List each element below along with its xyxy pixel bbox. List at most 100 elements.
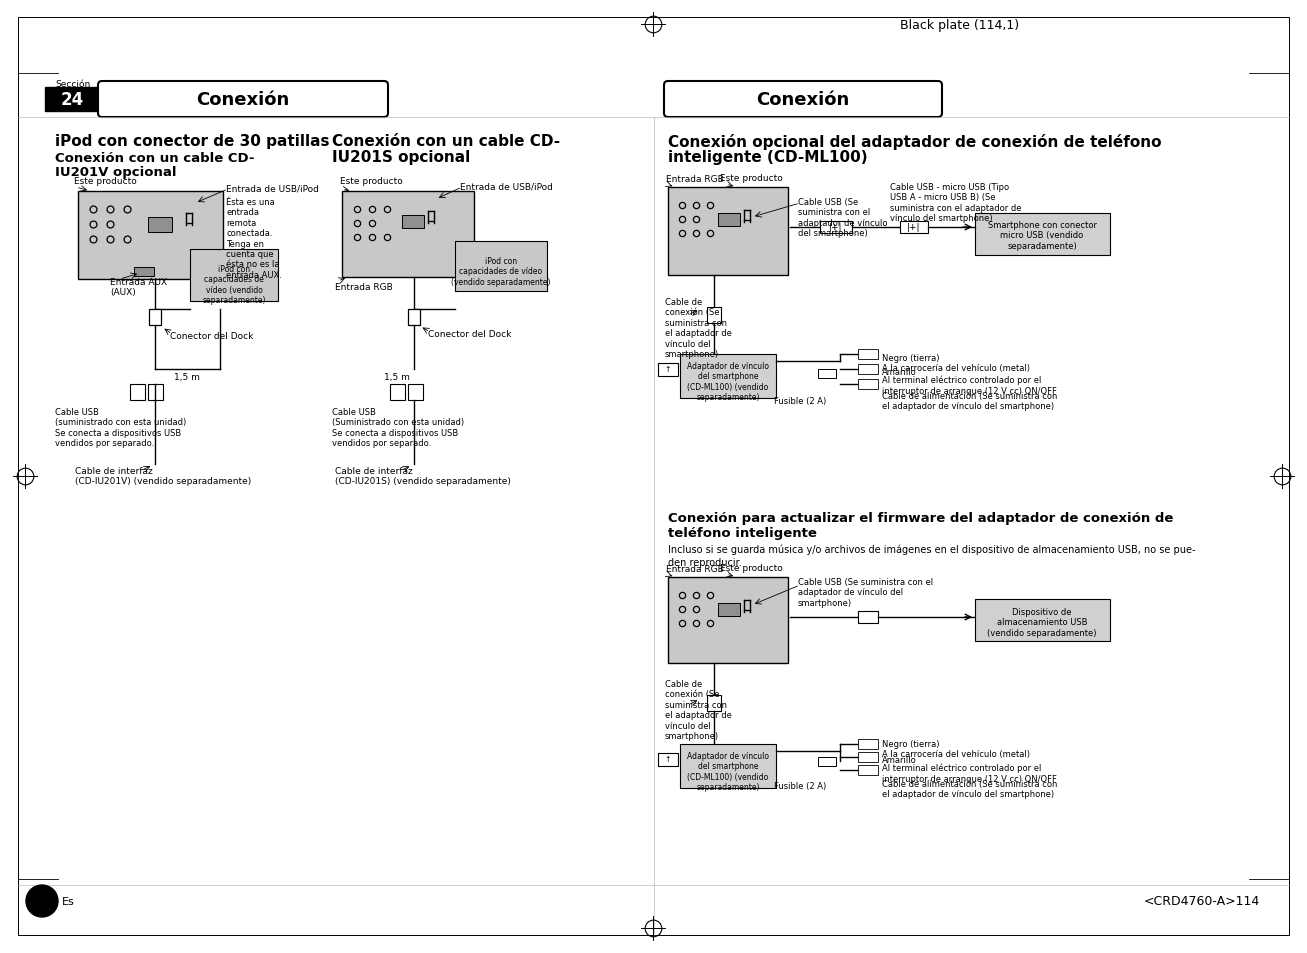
FancyBboxPatch shape (718, 603, 740, 617)
Text: Cable de alimentación (Se suministra con
el adaptador de vínculo del smartphone): Cable de alimentación (Se suministra con… (882, 392, 1057, 411)
Text: |+|: |+| (829, 223, 843, 233)
Text: Cable USB
(Suministrado con esta unidad)
Se conecta a dispositivos USB
vendidos : Cable USB (Suministrado con esta unidad)… (332, 408, 464, 448)
Text: Conexión: Conexión (196, 91, 290, 109)
FancyBboxPatch shape (975, 599, 1110, 641)
Text: Fusible (2 A): Fusible (2 A) (774, 781, 826, 790)
Text: Cable USB - micro USB (Tipo
USB A - micro USB B) (Se
suministra con el adaptador: Cable USB - micro USB (Tipo USB A - micr… (890, 183, 1022, 223)
FancyBboxPatch shape (129, 385, 145, 400)
Text: <CRD4760-A>114: <CRD4760-A>114 (1144, 895, 1260, 907)
Text: IU201V opcional: IU201V opcional (55, 166, 176, 179)
FancyBboxPatch shape (857, 765, 878, 775)
FancyBboxPatch shape (149, 310, 161, 326)
Text: Black plate (114,1): Black plate (114,1) (901, 19, 1019, 32)
FancyBboxPatch shape (98, 82, 388, 118)
FancyBboxPatch shape (857, 612, 878, 623)
Text: Entrada de USB/iPod: Entrada de USB/iPod (460, 182, 553, 191)
FancyBboxPatch shape (857, 379, 878, 390)
FancyBboxPatch shape (403, 215, 423, 229)
Text: Conexión con un cable CD-: Conexión con un cable CD- (55, 152, 255, 165)
Text: Amarillo: Amarillo (882, 755, 916, 764)
FancyBboxPatch shape (44, 88, 99, 112)
Text: Cable de alimentación (Se suministra con
el adaptador de vínculo del smartphone): Cable de alimentación (Se suministra con… (882, 780, 1057, 799)
Text: ↑: ↑ (665, 755, 672, 763)
Text: Entrada RGB: Entrada RGB (667, 564, 724, 574)
Text: Conector del Dock: Conector del Dock (427, 330, 511, 338)
FancyBboxPatch shape (975, 213, 1110, 255)
FancyBboxPatch shape (657, 364, 678, 376)
Text: den reproducir.: den reproducir. (668, 558, 742, 567)
Text: Este producto: Este producto (340, 177, 403, 186)
Text: Cable de interfaz
(CD-IU201V) (vendido separadamente): Cable de interfaz (CD-IU201V) (vendido s… (74, 467, 251, 486)
Text: ↑: ↑ (665, 365, 672, 375)
Text: iPod con
capacidades de
vídeo (vendido
separadamente): iPod con capacidades de vídeo (vendido s… (203, 265, 265, 305)
Text: Al terminal eléctrico controlado por el
interruptor de arranque (12 V cc) ON/OFF: Al terminal eléctrico controlado por el … (882, 375, 1057, 395)
Text: Entrada AUX
(AUX): Entrada AUX (AUX) (110, 277, 167, 297)
FancyBboxPatch shape (857, 752, 878, 762)
Text: 1,5 m: 1,5 m (384, 373, 410, 381)
FancyBboxPatch shape (135, 268, 154, 276)
FancyBboxPatch shape (818, 758, 836, 766)
Text: 114: 114 (30, 896, 54, 906)
Text: Conexión opcional del adaptador de conexión de teléfono: Conexión opcional del adaptador de conex… (668, 133, 1162, 150)
Text: iPod con
capacidades de vídeo
(vendido separadamente): iPod con capacidades de vídeo (vendido s… (451, 256, 550, 287)
Text: Amarillo: Amarillo (882, 368, 916, 376)
FancyBboxPatch shape (78, 192, 223, 280)
Text: 1,5 m: 1,5 m (174, 373, 200, 381)
Text: inteligente (CD-ML100): inteligente (CD-ML100) (668, 150, 868, 165)
Text: iPod con conector de 30 patillas: iPod con conector de 30 patillas (55, 133, 329, 149)
Text: Cable USB
(suministrado con esta unidad)
Se conecta a dispositivos USB
vendidos : Cable USB (suministrado con esta unidad)… (55, 408, 187, 448)
Text: Smartphone con conector
micro USB (vendido
separadamente): Smartphone con conector micro USB (vendi… (988, 221, 1097, 251)
Text: Este producto: Este producto (74, 177, 137, 186)
Circle shape (26, 885, 58, 917)
Text: Al terminal eléctrico controlado por el
interruptor de arranque (12 V cc) ON/OFF: Al terminal eléctrico controlado por el … (882, 763, 1057, 783)
FancyBboxPatch shape (664, 82, 942, 118)
Text: Fusible (2 A): Fusible (2 A) (774, 396, 826, 406)
FancyBboxPatch shape (657, 753, 678, 766)
FancyBboxPatch shape (857, 740, 878, 749)
Text: Conexión: Conexión (757, 91, 850, 109)
Text: IU201S opcional: IU201S opcional (332, 150, 471, 165)
FancyBboxPatch shape (680, 355, 776, 398)
Text: Negro (tierra)
A la carrocería del vehículo (metal): Negro (tierra) A la carrocería del vehíc… (882, 354, 1030, 373)
FancyBboxPatch shape (190, 250, 278, 302)
Text: Conexión con un cable CD-: Conexión con un cable CD- (332, 133, 561, 149)
Text: Entrada de USB/iPod: Entrada de USB/iPod (226, 185, 319, 193)
Text: Cable USB (Se
suministra con el
adaptador de vínculo
del smartphone): Cable USB (Se suministra con el adaptado… (799, 198, 887, 238)
Text: 24: 24 (60, 91, 84, 109)
FancyBboxPatch shape (707, 308, 721, 324)
Text: Negro (tierra)
A la carrocería del vehículo (metal): Negro (tierra) A la carrocería del vehíc… (882, 740, 1030, 759)
FancyBboxPatch shape (455, 242, 548, 292)
FancyBboxPatch shape (818, 370, 836, 378)
Text: Cable de
conexión (Se
suministra con
el adaptador de
vínculo del
smartphone): Cable de conexión (Se suministra con el … (665, 679, 732, 740)
FancyBboxPatch shape (408, 310, 420, 326)
Text: Entrada RGB: Entrada RGB (335, 283, 392, 292)
Text: Entrada RGB: Entrada RGB (667, 174, 724, 184)
Text: Cable USB (Se suministra con el
adaptador de vínculo del
smartphone): Cable USB (Se suministra con el adaptado… (799, 578, 933, 607)
FancyBboxPatch shape (857, 365, 878, 375)
FancyBboxPatch shape (718, 213, 740, 227)
Text: Incluso si se guarda música y/o archivos de imágenes en el dispositivo de almace: Incluso si se guarda música y/o archivos… (668, 544, 1196, 555)
Text: teléfono inteligente: teléfono inteligente (668, 526, 817, 539)
FancyBboxPatch shape (819, 222, 852, 233)
Text: Este producto: Este producto (720, 173, 783, 183)
Text: Sección: Sección (55, 80, 90, 89)
FancyBboxPatch shape (148, 218, 173, 233)
FancyBboxPatch shape (342, 192, 474, 277)
Text: Adaptador de vínculo
del smartphone
(CD-ML100) (vendido
separadamente): Adaptador de vínculo del smartphone (CD-… (687, 751, 769, 791)
FancyBboxPatch shape (148, 385, 163, 400)
Text: Conexión para actualizar el firmware del adaptador de conexión de: Conexión para actualizar el firmware del… (668, 512, 1174, 524)
Text: |+|: |+| (907, 223, 920, 233)
Text: Este producto: Este producto (720, 563, 783, 573)
FancyBboxPatch shape (389, 385, 405, 400)
FancyBboxPatch shape (901, 222, 928, 233)
Text: Adaptador de vínculo
del smartphone
(CD-ML100) (vendido
separadamente): Adaptador de vínculo del smartphone (CD-… (687, 361, 769, 402)
FancyBboxPatch shape (857, 350, 878, 359)
FancyBboxPatch shape (668, 578, 788, 663)
Text: Cable de interfaz
(CD-IU201S) (vendido separadamente): Cable de interfaz (CD-IU201S) (vendido s… (335, 467, 511, 486)
Text: Cable de
conexión (Se
suministra con
el adaptador de
vínculo del
smartphone): Cable de conexión (Se suministra con el … (665, 297, 732, 358)
FancyBboxPatch shape (668, 188, 788, 275)
FancyBboxPatch shape (707, 696, 721, 711)
Text: Conector del Dock: Conector del Dock (170, 332, 254, 340)
FancyBboxPatch shape (408, 385, 423, 400)
Text: Ésta es una
entrada
remota
conectada.
Tenga en
cuenta que
ésta no es la
entrada : Ésta es una entrada remota conectada. Te… (226, 198, 282, 279)
